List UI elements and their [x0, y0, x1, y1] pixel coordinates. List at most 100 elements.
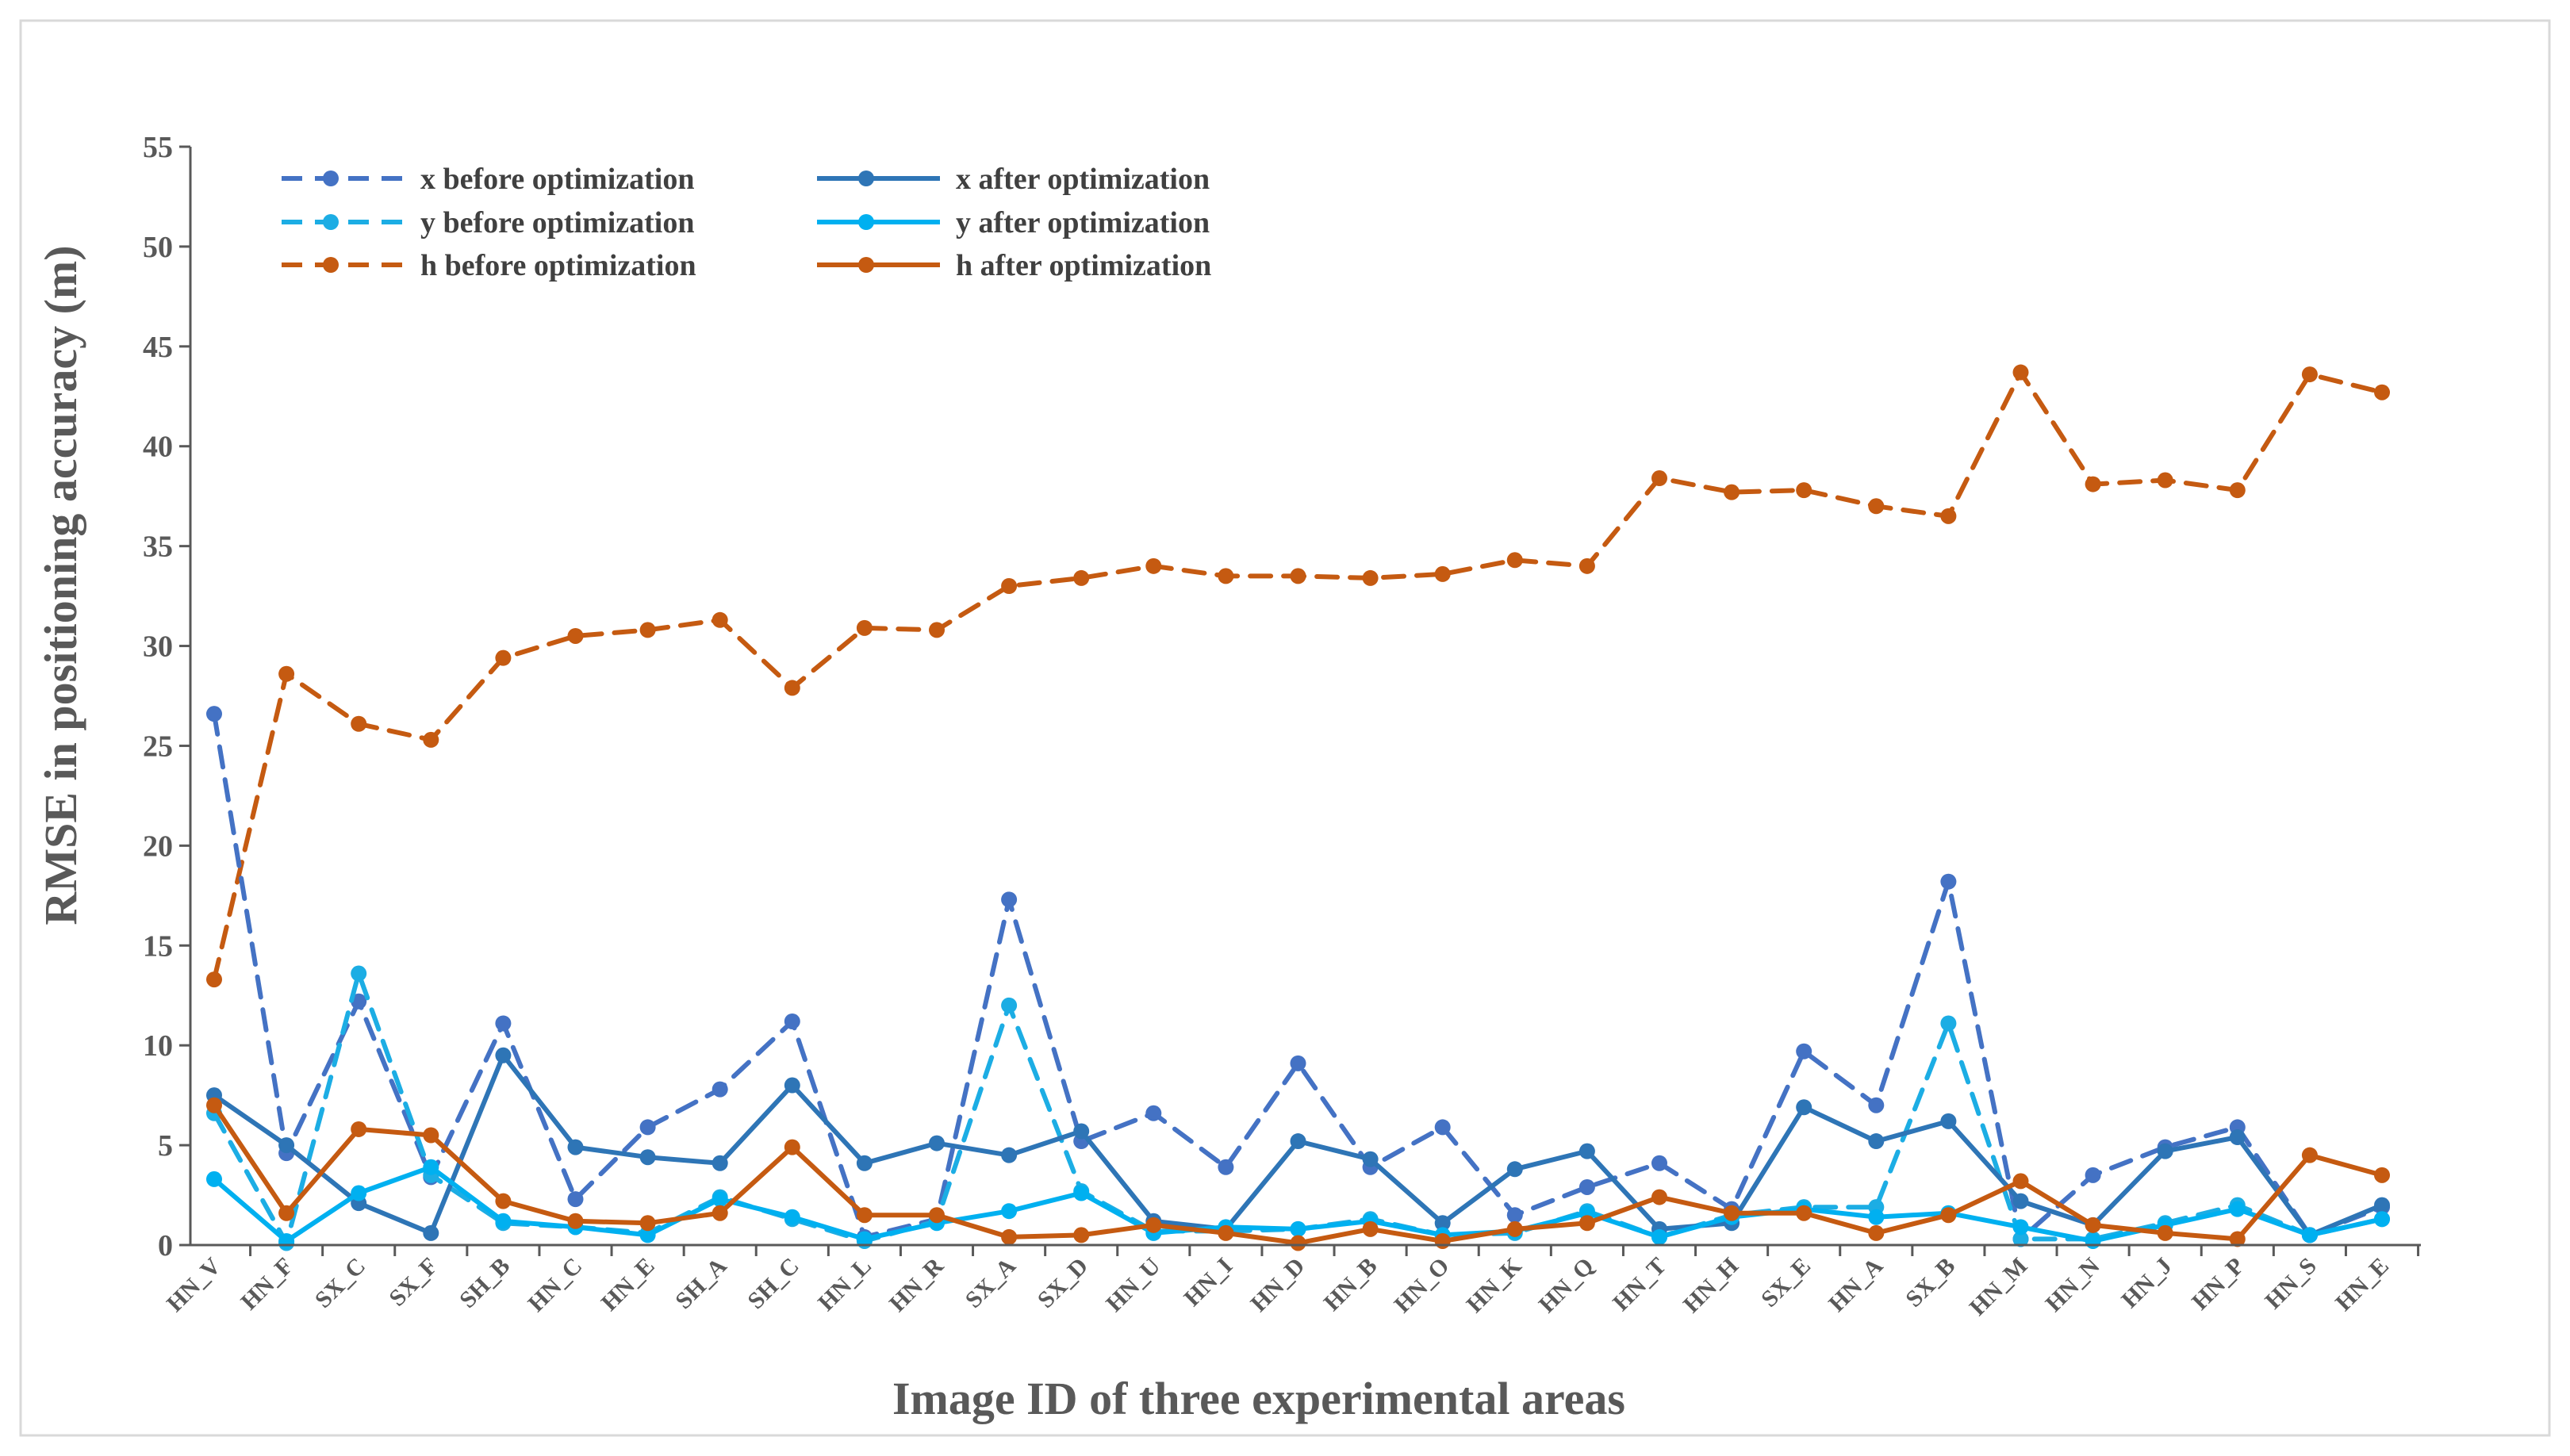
data-point — [2085, 1217, 2101, 1233]
data-point — [1434, 1215, 1451, 1232]
data-point — [1145, 1105, 1162, 1121]
data-point — [1218, 568, 1234, 584]
data-point — [2229, 1231, 2246, 1247]
data-point — [567, 1213, 584, 1229]
data-point — [929, 1135, 945, 1151]
data-point — [206, 706, 222, 722]
data-point — [1940, 873, 1957, 890]
data-point — [1073, 1185, 1090, 1201]
y-tick-label: 15 — [143, 929, 173, 963]
data-point — [1724, 484, 1740, 500]
data-point — [2085, 476, 2101, 492]
data-point — [856, 619, 873, 636]
data-point — [1001, 1228, 1018, 1245]
data-point — [1290, 1133, 1306, 1150]
data-point — [2301, 366, 2318, 383]
data-point — [1940, 508, 1957, 524]
data-point — [495, 1015, 512, 1032]
data-point — [1290, 568, 1306, 584]
data-point — [278, 665, 295, 682]
data-point — [1506, 1207, 1523, 1224]
data-point — [2157, 1224, 2173, 1241]
data-point — [2229, 482, 2246, 499]
data-point — [2229, 1201, 2246, 1217]
data-point — [2157, 1143, 2173, 1159]
data-point — [351, 965, 367, 982]
data-point — [351, 715, 367, 732]
data-point — [1506, 1220, 1523, 1237]
y-tick-label: 5 — [158, 1129, 173, 1163]
legend-item: y before optimization — [282, 206, 694, 239]
data-point — [2301, 1227, 2318, 1243]
data-point — [1868, 1224, 1885, 1241]
y-tick-label: 20 — [143, 830, 173, 863]
legend-label: x after optimization — [956, 163, 1210, 196]
data-point — [1724, 1205, 1740, 1221]
data-point — [784, 1013, 800, 1029]
y-axis-title: RMSE in positioning accuracy (m) — [35, 245, 86, 925]
data-point — [1796, 1205, 1812, 1221]
legend-swatch-marker — [858, 171, 874, 186]
data-point — [712, 1081, 728, 1098]
data-point — [1940, 1207, 1957, 1224]
legend-swatch-marker — [858, 257, 874, 273]
legend-swatch-marker — [858, 214, 874, 230]
data-point — [1651, 1228, 1667, 1245]
data-point — [2085, 1232, 2101, 1249]
data-point — [1651, 470, 1667, 487]
data-point — [495, 1213, 512, 1229]
data-point — [856, 1207, 873, 1224]
data-point — [351, 993, 367, 1010]
data-point — [1651, 1155, 1667, 1171]
data-point — [1868, 1209, 1885, 1225]
legend-item: h before optimization — [282, 249, 696, 282]
data-point — [351, 1121, 367, 1137]
data-point — [1940, 1113, 1957, 1129]
legend-item: x after optimization — [817, 163, 1210, 196]
data-point — [1001, 1203, 1018, 1220]
data-point — [1796, 1099, 1812, 1116]
data-point — [495, 1193, 512, 1209]
data-point — [1001, 1147, 1018, 1163]
data-point — [2157, 472, 2173, 489]
y-tick-label: 35 — [143, 531, 173, 564]
data-point — [1868, 1097, 1885, 1113]
data-point — [639, 1215, 656, 1232]
data-point — [1434, 565, 1451, 582]
data-point — [929, 622, 945, 638]
data-point — [712, 1205, 728, 1221]
data-point — [856, 1155, 873, 1171]
data-point — [784, 1077, 800, 1094]
y-tick-label: 25 — [143, 730, 173, 763]
legend-label: h after optimization — [956, 249, 1211, 282]
data-point — [1578, 1143, 1595, 1159]
data-point — [2301, 1147, 2318, 1163]
legend-label: h before optimization — [420, 249, 696, 282]
y-tick-label: 50 — [143, 231, 173, 264]
legend-item: x before optimization — [282, 163, 694, 196]
data-point — [1578, 557, 1595, 574]
data-point — [1073, 1227, 1090, 1243]
y-tick-label: 30 — [143, 630, 173, 664]
legend-swatch-marker — [323, 257, 339, 273]
data-point — [1145, 1217, 1162, 1233]
data-point — [1434, 1119, 1451, 1136]
data-point — [784, 680, 800, 696]
legend-label: x before optimization — [420, 163, 694, 196]
data-point — [2374, 1211, 2390, 1228]
data-point — [856, 1231, 873, 1247]
data-point — [495, 1047, 512, 1063]
data-point — [567, 1139, 584, 1155]
data-point — [1796, 482, 1812, 499]
data-point — [1073, 1123, 1090, 1140]
data-point — [639, 622, 656, 638]
y-tick-label: 0 — [158, 1229, 173, 1263]
data-point — [1362, 1151, 1379, 1167]
data-point — [1218, 1159, 1234, 1175]
data-point — [278, 1205, 295, 1221]
x-axis-title: Image ID of three experimental areas — [892, 1373, 1625, 1424]
data-point — [1145, 557, 1162, 574]
data-point — [2012, 1173, 2029, 1190]
data-point — [1290, 1055, 1306, 1071]
